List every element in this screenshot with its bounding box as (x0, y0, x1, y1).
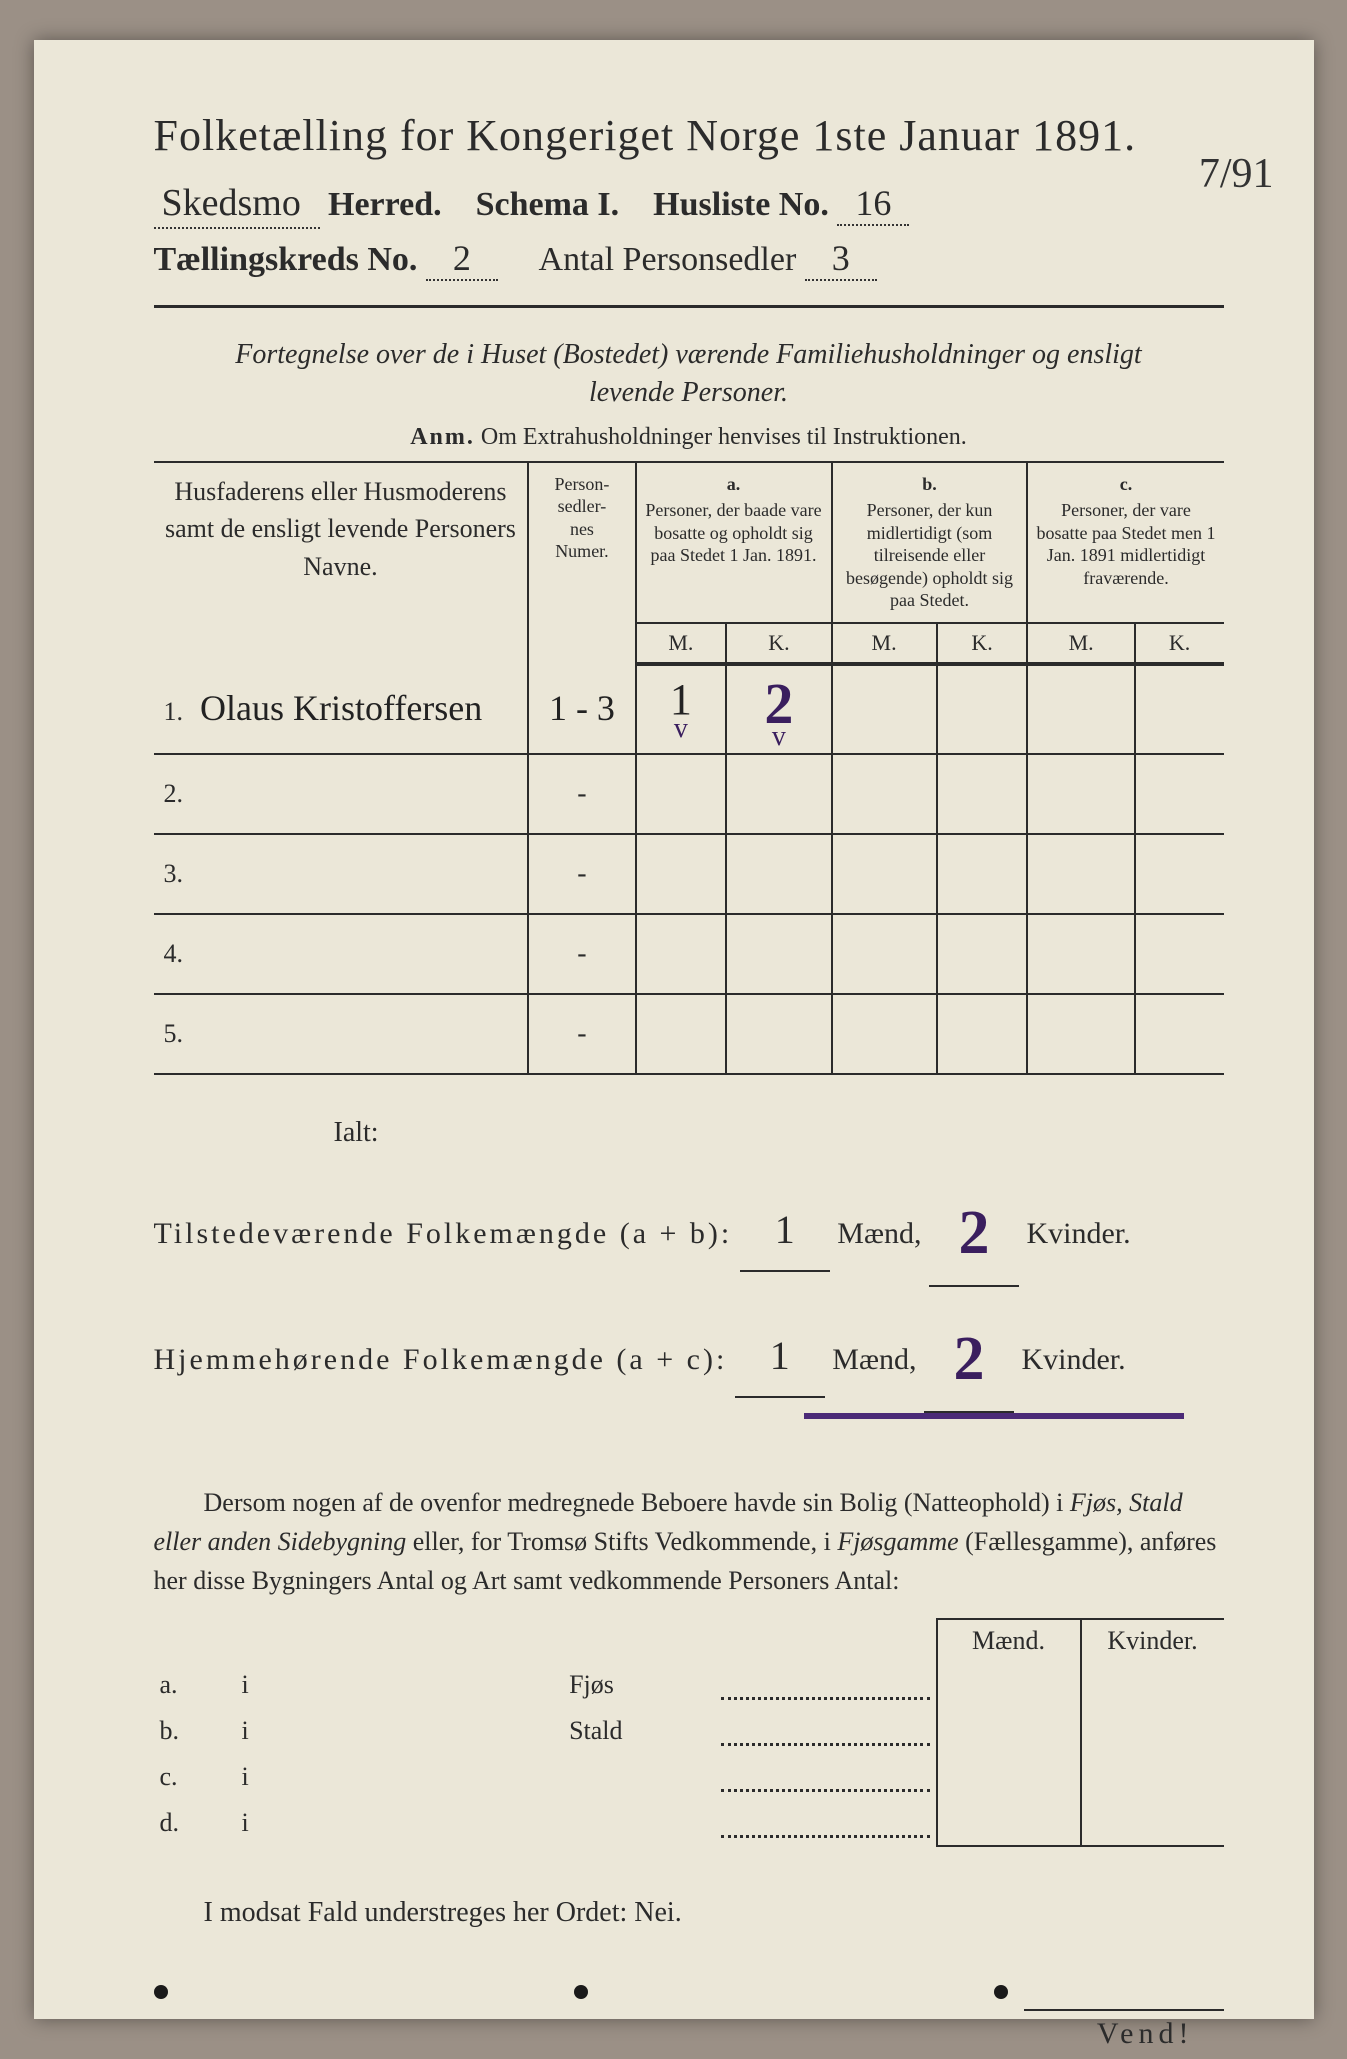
a-k-header: K. (726, 623, 831, 664)
b-m-header: M. (832, 623, 937, 664)
kreds-no: 2 (426, 237, 498, 281)
table-row: 2. - (154, 754, 1224, 834)
antal-no: 3 (805, 237, 877, 281)
row1-numer: 1 - 3 (528, 664, 635, 754)
b-k-header: K. (937, 623, 1028, 664)
col-c-header: c. Personer, der vare bosatte paa Stedet… (1027, 463, 1223, 623)
vend-label: Vend! (1024, 2009, 1224, 2051)
row1-bM (832, 664, 937, 754)
row1-bK (937, 664, 1028, 754)
totals-block: Ialt: Tilstedeværende Folkemængde (a + b… (154, 1105, 1224, 1413)
c-m-header: M. (1027, 623, 1134, 664)
binding-hole-icon (154, 1985, 168, 1999)
husliste-label: Husliste No. (653, 186, 829, 223)
bottom-kvinder-header: Kvinder. (1081, 1619, 1224, 1662)
margin-annotation: 7/91 (1199, 150, 1274, 198)
herred-label: Herred. (328, 186, 442, 223)
schema-label: Schema I. (476, 186, 620, 223)
herred-value: Skedsmo (154, 181, 320, 229)
buildings-row: a. i Fjøs (154, 1662, 1224, 1708)
census-form-page: 7/91 Folketælling for Kongeriget Norge 1… (34, 40, 1314, 2019)
purple-underline (804, 1413, 1184, 1419)
husliste-no: 16 (837, 182, 909, 226)
intro-text: Fortegnelse over de i Huset (Bostedet) v… (214, 336, 1164, 412)
household-table: Husfaderens eller Husmoderens samt de en… (154, 463, 1224, 1075)
table-row: 4. - (154, 914, 1224, 994)
table-row: 5. - (154, 994, 1224, 1074)
buildings-row: b. i Stald (154, 1708, 1224, 1754)
col-a-header: a. Personer, der baade vare bosatte og o… (636, 463, 832, 623)
table-row: 1. Olaus Kristoffersen 1 - 3 1 v 2 v (154, 664, 1224, 754)
col-b-header: b. Personer, der kun midlertidigt (som t… (832, 463, 1028, 623)
row1-cM (1027, 664, 1134, 754)
col-numer-header: Person- sedler- nes Numer. (528, 463, 635, 664)
kreds-label: Tællingskreds No. (154, 241, 418, 278)
explanatory-paragraph: Dersom nogen af de ovenfor medregnede Be… (154, 1483, 1224, 1600)
binding-hole-icon (994, 1985, 1008, 1999)
buildings-row: d. i (154, 1800, 1224, 1846)
herred-line: Skedsmo Herred. Schema I. Husliste No. 1… (154, 181, 1224, 229)
buildings-header: Mænd. Kvinder. (154, 1619, 1224, 1662)
row1-name: 1. Olaus Kristoffersen (154, 664, 529, 754)
c-k-header: K. (1135, 623, 1224, 664)
anm-line: Anm. Om Extrahusholdninger henvises til … (154, 424, 1224, 451)
table-header-row: Husfaderens eller Husmoderens samt de en… (154, 463, 1224, 623)
divider (154, 305, 1224, 308)
totals-line-2: Hjemmehørende Folkemængde (a + c): 1 Mæn… (154, 1287, 1224, 1413)
kreds-line: Tællingskreds No. 2 Antal Personsedler 3 (154, 237, 1224, 281)
buildings-table: Mænd. Kvinder. a. i Fjøs b. i Stald c. i… (154, 1618, 1224, 1847)
row1-aM: 1 v (636, 664, 727, 754)
anm-label: Anm. (410, 424, 475, 450)
binding-hole-icon (574, 1985, 588, 1999)
ialt-label: Ialt: (154, 1105, 1224, 1161)
antal-label: Antal Personsedler (539, 241, 797, 278)
buildings-row: c. i (154, 1754, 1224, 1800)
closing-line: I modsat Fald understreges her Ordet: Ne… (154, 1897, 1224, 1929)
totals-line-1: Tilstedeværende Folkemængde (a + b): 1 M… (154, 1161, 1224, 1287)
anm-text: Om Extrahusholdninger henvises til Instr… (481, 424, 967, 450)
bottom-maend-header: Mænd. (937, 1619, 1081, 1662)
col-names-header: Husfaderens eller Husmoderens samt de en… (154, 463, 529, 664)
a-m-header: M. (636, 623, 727, 664)
table-row: 3. - (154, 834, 1224, 914)
row1-aK: 2 v (726, 664, 831, 754)
page-title: Folketælling for Kongeriget Norge 1ste J… (154, 110, 1224, 161)
row1-cK (1135, 664, 1224, 754)
